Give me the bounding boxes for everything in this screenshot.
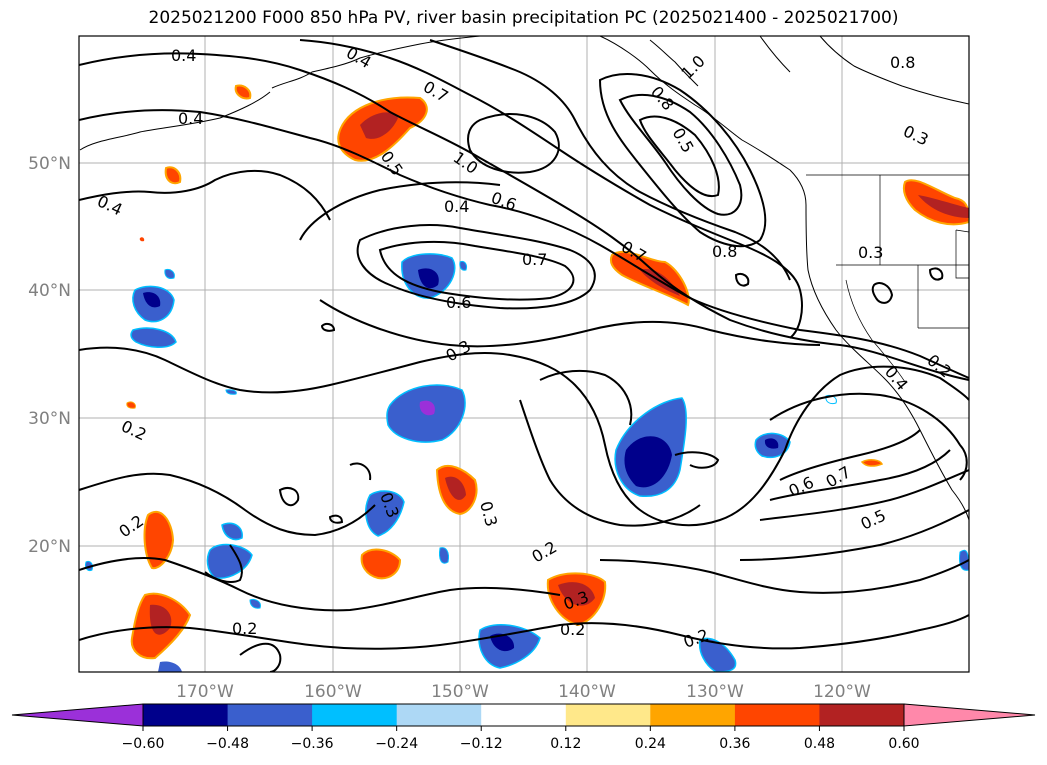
contour-label: 0.8 [890, 53, 915, 72]
contour-label: 0.2 [232, 619, 257, 638]
colorbar-cell [481, 704, 567, 726]
lat-label-50n: 50°N [28, 154, 71, 174]
colorbar-frame [142, 703, 905, 727]
positive-pc-shading [126, 84, 969, 660]
colorbar-tick-label: −0.12 [460, 736, 503, 752]
colorbar-tick-label: −0.24 [375, 736, 418, 752]
lon-label-140w: 140°W [558, 682, 616, 702]
map-frame [78, 35, 970, 673]
colorbar-cell [312, 704, 398, 726]
contour-label: 0.2 [560, 620, 585, 639]
colorbar-cell [396, 704, 482, 726]
colorbar-cell [819, 704, 905, 726]
lon-label-120w: 120°W [813, 682, 871, 702]
colorbar-cell [227, 704, 313, 726]
colorbar-extend-low [11, 703, 144, 727]
colorbar-cell [650, 704, 736, 726]
map-title: 2025021200 F000 850 hPa PV, river basin … [148, 8, 899, 28]
lon-label-150w: 150°W [431, 682, 489, 702]
contour-label: 0.4 [171, 46, 196, 65]
colorbar-cell [565, 704, 651, 726]
colorbar-tick-label: −0.48 [206, 736, 249, 752]
contour-label: 0.6 [446, 293, 471, 312]
contour-label: 0.4 [444, 197, 469, 216]
state-borders [806, 174, 969, 383]
lon-label-170w: 170°W [176, 682, 234, 702]
pv-contours [79, 39, 969, 672]
lon-label-160w: 160°W [304, 682, 362, 702]
contour-label: 0.7 [522, 250, 547, 269]
colorbar-tick-label: 0.48 [804, 736, 835, 752]
colorbar-extend-high [903, 703, 1036, 727]
lat-label-30n: 30°N [28, 409, 71, 429]
colorbar: −0.60 −0.48 −0.36 −0.24 −0.12 0.12 0.24 0.36 0.4… [11, 703, 1036, 752]
contour-label: 0.8 [712, 242, 737, 261]
contour-label: 0.3 [858, 243, 883, 262]
colorbar-tick-label: 0.36 [719, 736, 750, 752]
colorbar-tick-label: −0.60 [122, 736, 165, 752]
contour-label: 0.4 [178, 109, 203, 128]
negative-pc-shading [85, 253, 969, 672]
lat-label-40n: 40°N [28, 281, 71, 301]
lon-label-130w: 130°W [686, 682, 744, 702]
longitude-labels: 170°W 160°W 150°W 140°W 130°W 120°W [176, 682, 871, 702]
lat-label-20n: 20°N [28, 537, 71, 557]
coastlines [79, 36, 969, 521]
colorbar-cell [143, 704, 229, 726]
colorbar-cell [734, 704, 820, 726]
colorbar-tick-label: −0.36 [291, 736, 334, 752]
colorbar-tick-label: 0.12 [550, 736, 581, 752]
colorbar-tick-label: 0.60 [888, 736, 919, 752]
colorbar-tick-label: 0.24 [635, 736, 666, 752]
latitude-labels: 50°N 40°N 30°N 20°N [28, 154, 71, 557]
